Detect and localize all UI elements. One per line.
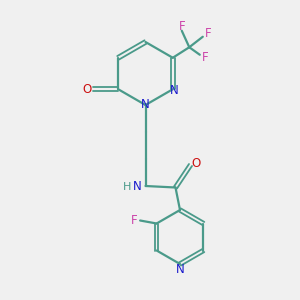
Text: F: F [205,27,211,40]
Text: N: N [141,98,150,112]
Text: F: F [178,20,185,33]
Text: F: F [131,214,137,227]
Text: O: O [83,83,92,96]
Text: H: H [123,182,131,193]
Text: N: N [170,84,179,97]
Text: N: N [176,263,184,276]
Text: O: O [191,157,200,170]
Text: N: N [133,179,142,193]
Text: F: F [202,51,208,64]
